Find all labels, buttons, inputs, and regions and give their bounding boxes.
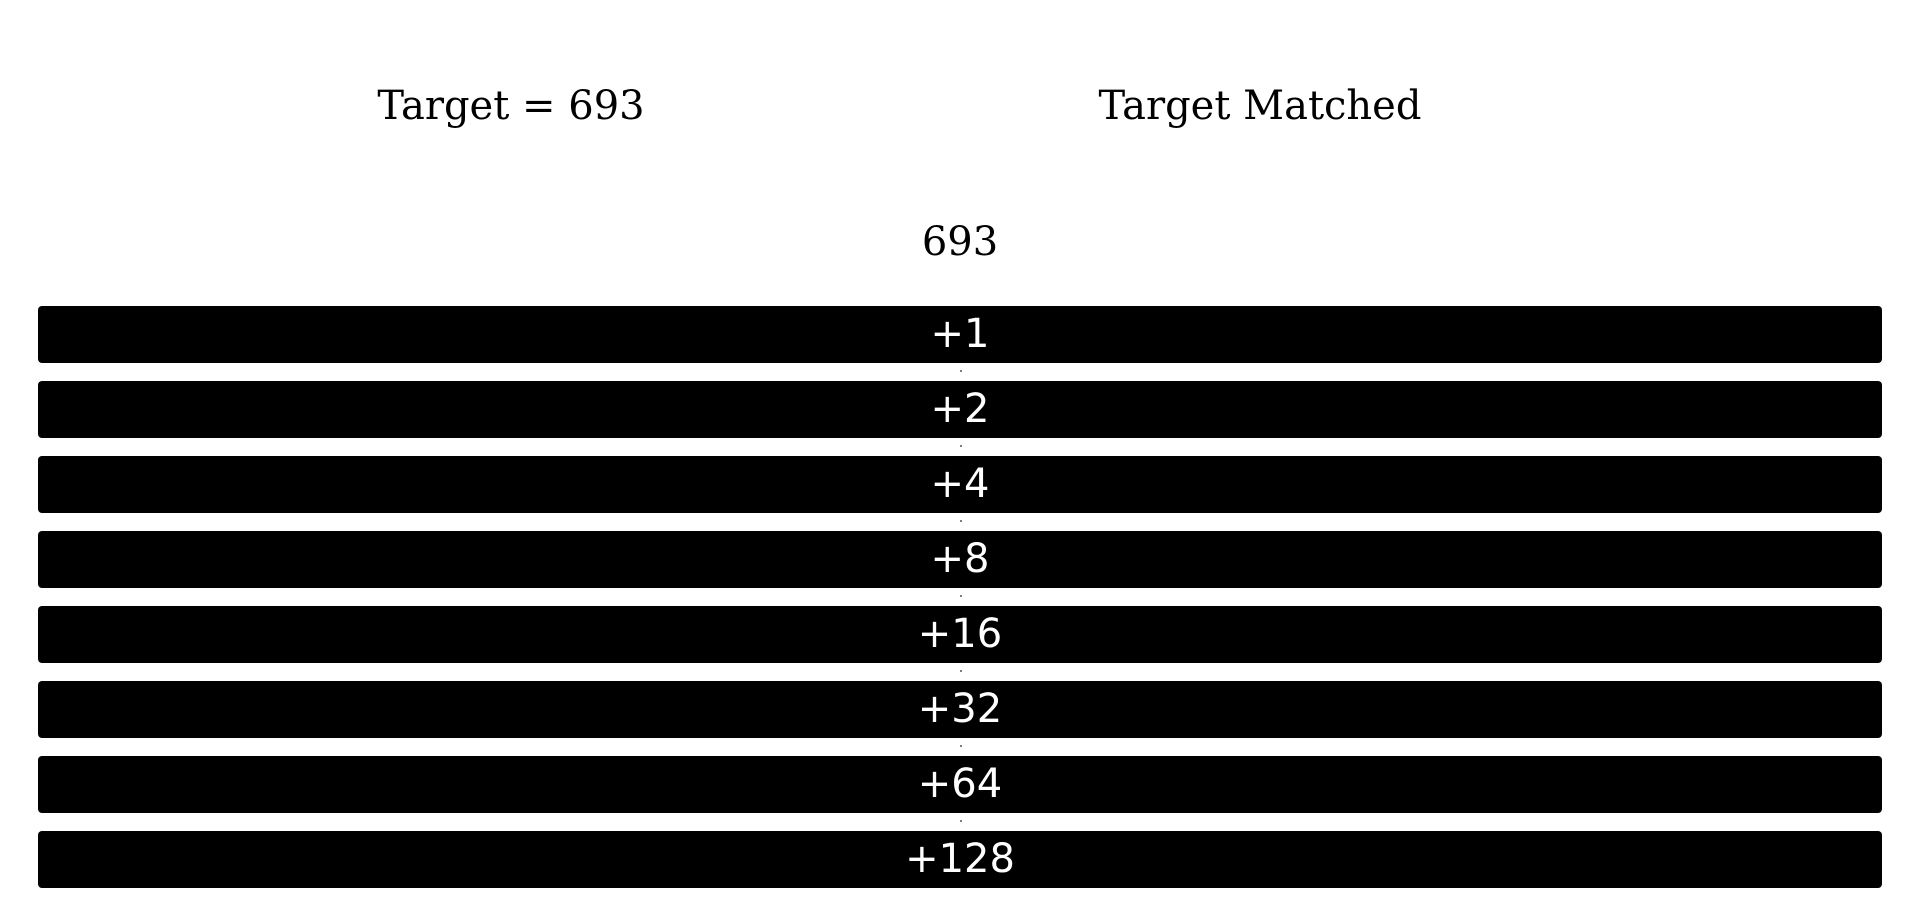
current-value-display: 693 [921,219,999,265]
button-list-item: +1 [38,306,1882,372]
button-list-item: +32 [38,681,1882,747]
add-4-button[interactable]: +4 [38,456,1882,513]
add-32-button[interactable]: +32 [38,681,1882,738]
add-128-button[interactable]: +128 [38,831,1882,888]
separator-dot [960,820,962,822]
add-1-button[interactable]: +1 [38,306,1882,363]
separator-dot [960,520,962,522]
button-list-item: +64 [38,756,1882,822]
button-list-item: +2 [38,381,1882,447]
add-2-button[interactable]: +2 [38,381,1882,438]
separator-dot [960,745,962,747]
button-list-item: +16 [38,606,1882,672]
button-list-item: +128 [38,831,1882,888]
target-label: Target = 693 [377,83,645,129]
button-list-item: +4 [38,456,1882,522]
add-64-button[interactable]: +64 [38,756,1882,813]
add-16-button[interactable]: +16 [38,606,1882,663]
header-row: Target = 693 Target Matched [0,78,1920,134]
separator-dot [960,595,962,597]
button-list-item: +8 [38,531,1882,597]
separator-dot [960,445,962,447]
target-status-label: Target Matched [1098,83,1422,129]
separator-dot [960,670,962,672]
increment-button-list: +1 +2 +4 +8 +16 +32 +64 +128 [38,306,1882,888]
separator-dot [960,370,962,372]
add-8-button[interactable]: +8 [38,531,1882,588]
